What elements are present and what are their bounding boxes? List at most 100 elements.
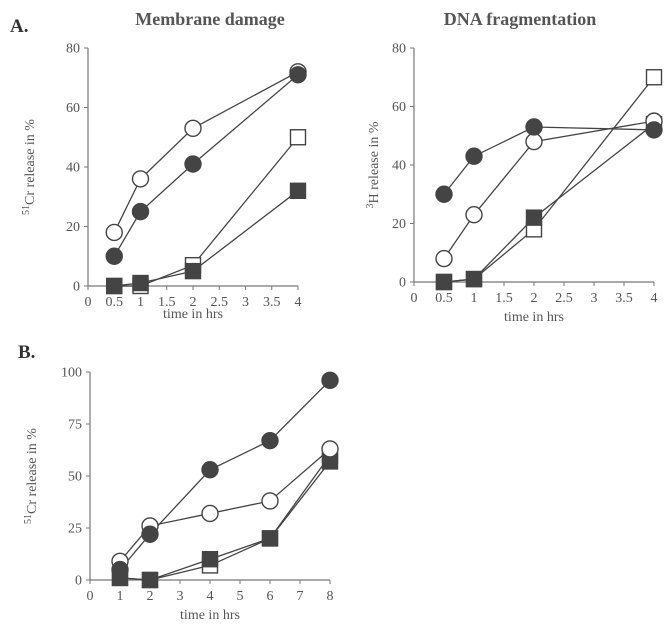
- a2-x-tick-label: 1.5: [495, 291, 513, 306]
- a2-y-axis-label-sup: 3: [365, 204, 376, 209]
- a2-point-square-filled: [465, 270, 483, 288]
- b-x-tick-label: 3: [177, 589, 184, 604]
- b-y-axis-label-sup: 51: [23, 514, 34, 524]
- a1-y-tick-label: 40: [66, 161, 80, 176]
- a2-y-axis-label: 3H release in %: [365, 121, 382, 208]
- a1-x-tick-label: 0: [85, 295, 92, 310]
- a2-point-circle-open: [435, 249, 453, 268]
- a1-x-tick-label: 1: [137, 295, 144, 310]
- a2-point-circle-open: [465, 206, 483, 224]
- panel-label-b: B.: [18, 342, 35, 363]
- a1-point-circle-filled: [289, 66, 307, 84]
- b-y-tick-label: 0: [75, 574, 82, 589]
- a2-x-tick-label: 2: [531, 291, 538, 306]
- b-point-circle-filled: [111, 560, 129, 579]
- b-x-tick-label: 6: [267, 589, 274, 604]
- a1-point-circle-filled: [184, 155, 202, 173]
- a1-y-tick-label: 20: [66, 220, 80, 235]
- a1-y-axis-label: 51Cr release in %: [21, 119, 38, 215]
- a1-point-circle-open: [131, 170, 150, 188]
- a2-x-tick-label: 1: [471, 291, 478, 306]
- b-y-axis-label: 51Cr release in %: [23, 428, 40, 524]
- a1-y-tick-label: 0: [73, 280, 80, 295]
- a1-x-axis-label: time in hrs: [163, 307, 223, 322]
- a1-series-line-square-filled: [114, 190, 299, 287]
- chart-a2-title: DNA fragmentation: [444, 9, 596, 29]
- a2-y-axis-label-text: H release in %: [367, 121, 382, 203]
- a1-point-circle-open: [184, 119, 202, 138]
- a1-point-square-filled: [106, 277, 123, 295]
- a1-x-tick-label: 2.5: [211, 295, 229, 310]
- a2-series-line-square-open: [443, 76, 655, 283]
- b-x-tick-label: 4: [207, 589, 214, 604]
- b-series-line-circle-open: [119, 448, 331, 562]
- b-y-axis-label-text: Cr release in %: [25, 428, 40, 514]
- a2-point-square-filled: [525, 209, 543, 226]
- a2-x-tick-label: 0: [411, 291, 418, 306]
- a2-point-circle-filled: [525, 118, 543, 136]
- b-x-tick-label: 7: [297, 589, 304, 604]
- panel-label-a: A.: [10, 16, 28, 37]
- a1-x-tick-label: 3: [242, 295, 249, 310]
- a1-y-tick-label: 60: [66, 101, 80, 116]
- a2-series-line-circle-open: [443, 120, 655, 259]
- a2-x-tick-label: 4: [651, 291, 658, 306]
- a1-point-circle-filled: [105, 247, 123, 265]
- b-x-axis-label: time in hrs: [180, 608, 240, 623]
- a2-x-tick-label: 3.5: [615, 291, 633, 306]
- a1-point-circle-filled: [131, 202, 150, 221]
- b-point-circle-open: [201, 504, 219, 523]
- b-x-tick-label: 8: [327, 589, 334, 604]
- b-x-tick-label: 0: [87, 589, 94, 604]
- b-y-tick-label: 100: [61, 366, 82, 381]
- a1-series-line-square-open: [114, 136, 299, 287]
- b-y-tick-label: 50: [68, 470, 82, 485]
- b-x-tick-label: 2: [147, 589, 154, 604]
- a2-point-circle-open: [525, 132, 543, 151]
- a2-x-axis-label: time in hrs: [504, 310, 564, 325]
- b-x-tick-label: 1: [117, 589, 124, 604]
- a1-series-line-circle-open: [113, 71, 299, 233]
- a1-series-line-circle-filled: [113, 74, 299, 257]
- a1-y-tick-label: 80: [66, 42, 80, 57]
- b-point-circle-open: [321, 440, 339, 458]
- a2-point-square-filled: [435, 273, 453, 291]
- b-point-circle-open: [261, 492, 279, 510]
- a1-y-axis-label-sup: 51: [21, 205, 32, 215]
- a2-point-circle-filled: [645, 121, 663, 139]
- a1-point-square-filled: [289, 182, 307, 200]
- a1-x-tick-label: 0.5: [106, 295, 124, 310]
- a2-series-line-square-filled: [443, 123, 655, 283]
- a1-point-square-filled: [184, 262, 202, 280]
- a2-point-square-open: [645, 69, 663, 86]
- a1-point-circle-open: [105, 223, 123, 242]
- a2-y-tick-label: 20: [392, 217, 406, 232]
- a2-y-tick-label: 40: [392, 159, 406, 174]
- a2-x-tick-label: 3: [591, 291, 598, 306]
- a2-y-tick-label: 60: [392, 100, 406, 115]
- a2-series-line-circle-filled: [443, 126, 655, 195]
- b-point-square-filled: [261, 530, 279, 547]
- b-point-square-filled: [201, 551, 219, 568]
- chart-a1-title: Membrane damage: [135, 9, 284, 29]
- b-y-tick-label: 25: [68, 522, 82, 537]
- chart-cr-release-panel-b: 0 25 50 75 100 0 1 2 3 4 5 6 7 8 51Cr release in % time…: [23, 366, 339, 623]
- a1-point-square-filled: [132, 274, 149, 292]
- a2-x-tick-label: 0.5: [435, 291, 453, 306]
- b-point-circle-filled: [261, 431, 279, 450]
- b-point-circle-filled: [321, 371, 339, 390]
- b-x-tick-label: 5: [237, 589, 244, 604]
- a2-point-circle-filled: [435, 185, 453, 203]
- a2-x-tick-label: 2.5: [555, 291, 573, 306]
- a2-y-tick-label: 80: [392, 42, 406, 57]
- b-y-tick-label: 75: [68, 418, 82, 433]
- a1-x-tick-label: 2: [190, 295, 197, 310]
- a2-y-tick-label: 0: [399, 276, 406, 291]
- a1-point-square-open: [289, 129, 307, 146]
- a1-x-tick-label: 1.5: [158, 295, 176, 310]
- b-point-circle-filled: [141, 525, 159, 543]
- a1-y-axis-label-text: Cr release in %: [23, 119, 38, 205]
- a1-x-tick-label: 4: [295, 295, 302, 310]
